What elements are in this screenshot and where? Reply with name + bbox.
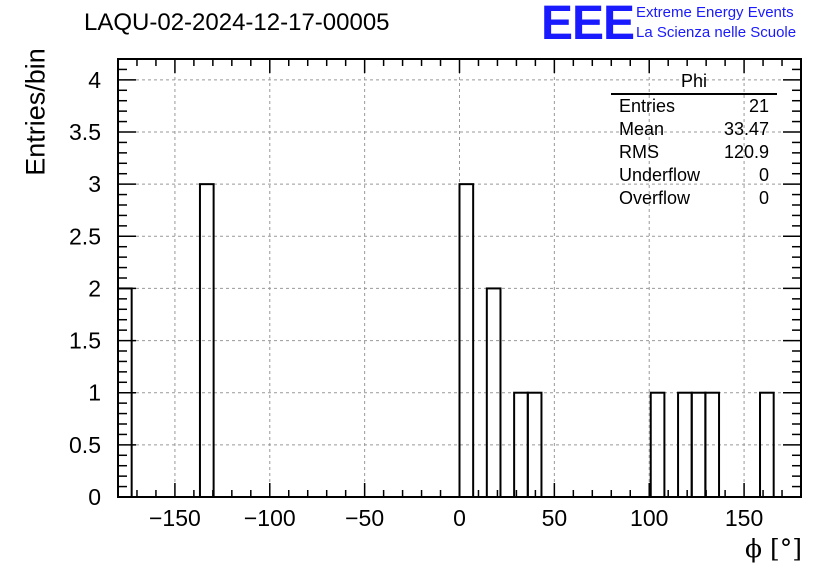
y-tick-label: 0 — [88, 484, 101, 510]
y-tick-label: 4 — [88, 67, 101, 93]
stats-label: Overflow — [619, 188, 691, 208]
x-tick-label: 50 — [542, 505, 568, 531]
stats-row-mean: Mean 33.47 — [611, 118, 777, 141]
stats-label: Underflow — [619, 165, 701, 185]
stats-label: Entries — [619, 96, 676, 116]
y-tick-label: 2 — [88, 275, 101, 301]
y-tick-label: 2.5 — [69, 223, 101, 249]
stats-label: Mean — [619, 119, 665, 139]
stats-box: Phi Entries 21 Mean 33.47 RMS 120.9 Unde… — [611, 70, 777, 210]
stats-value: 33.47 — [723, 119, 769, 139]
eee-logo: EEE — [541, 0, 635, 50]
x-axis-label: ϕ [°] — [745, 534, 802, 563]
stats-row-underflow: Underflow 0 — [611, 164, 777, 187]
stats-value: 120.9 — [723, 142, 769, 162]
x-tick-label: 0 — [453, 505, 466, 531]
logo-caption-line2: La Scienza nelle Scuole — [636, 24, 797, 41]
histogram-bar — [690, 391, 707, 499]
stats-label: RMS — [619, 142, 659, 162]
stats-value: 0 — [758, 165, 769, 185]
run-title: LAQU-02-2024-12-17-00005 — [84, 9, 390, 36]
y-axis-label: Entries/bin — [20, 48, 51, 176]
stats-row-entries: Entries 21 — [611, 95, 777, 118]
y-tick-label: 3.5 — [69, 119, 101, 145]
stats-value: 0 — [758, 188, 769, 208]
y-tick-label: 3 — [88, 171, 101, 197]
stats-title: Phi — [611, 70, 777, 95]
stats-row-rms: RMS 120.9 — [611, 141, 777, 164]
y-tick-label: 1.5 — [69, 328, 101, 354]
logo-caption: Extreme Energy Events La Scienza nelle S… — [636, 3, 796, 43]
x-tick-label: −50 — [345, 505, 384, 531]
y-tick-label: 1 — [88, 380, 101, 406]
x-tick-label: −100 — [244, 505, 296, 531]
stats-row-overflow: Overflow 0 — [611, 187, 777, 210]
stats-value: 21 — [748, 96, 769, 116]
x-tick-label: −150 — [149, 505, 201, 531]
x-tick-label: 150 — [725, 505, 763, 531]
x-tick-label: 100 — [630, 505, 668, 531]
y-tick-label: 0.5 — [69, 432, 101, 458]
logo-caption-line1: Extreme Energy Events — [636, 4, 794, 21]
